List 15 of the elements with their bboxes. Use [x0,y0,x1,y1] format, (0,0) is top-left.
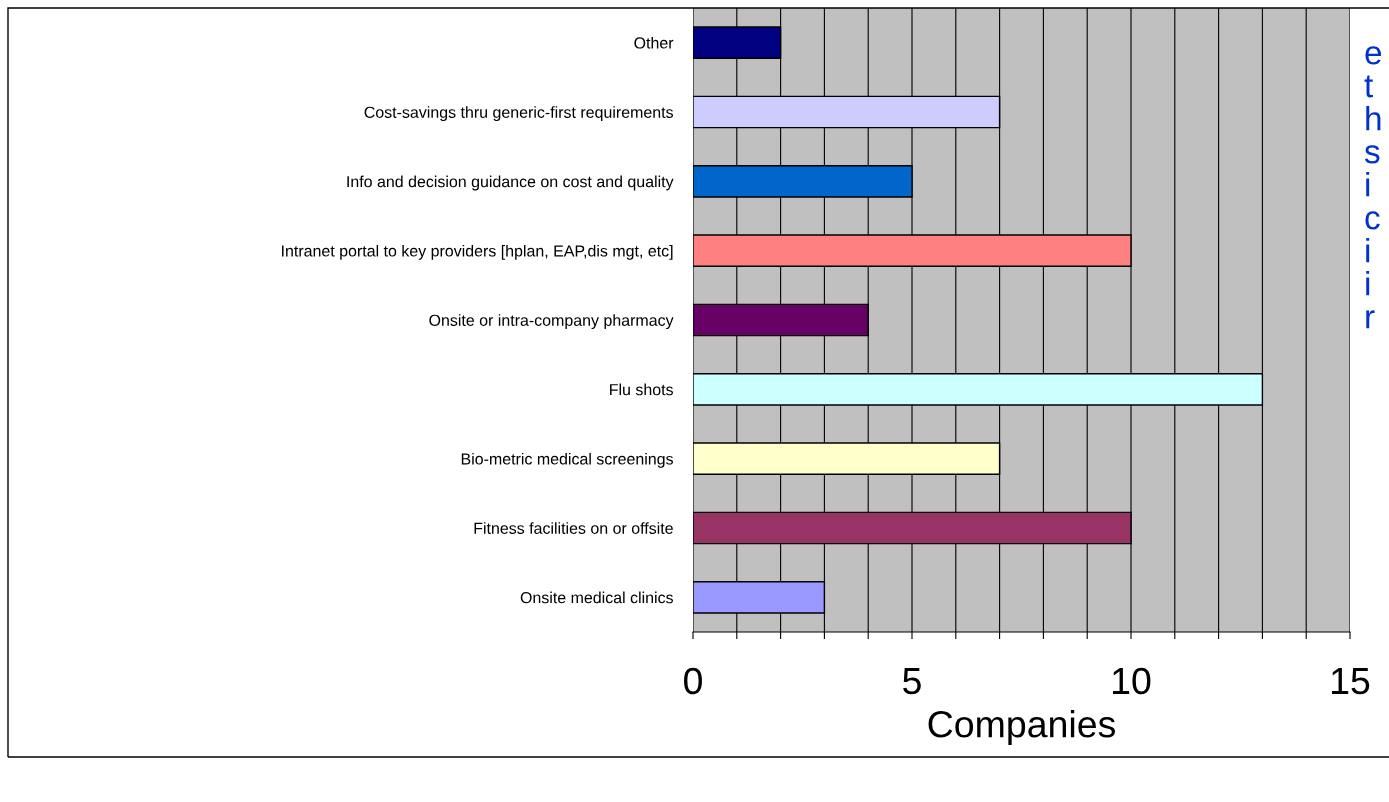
y-tick-label: Bio-metric medical screenings [461,452,673,468]
y-tick-label: Flu shots [610,383,673,396]
y-tick-label: Other [634,36,674,49]
y-tick-label: Info and decision guidance on cost and quality [347,175,674,191]
x-tick-label: 15 [1332,668,1370,695]
x-tick-label: 0 [684,667,702,695]
y-tick-label: Fitness facilities on or offsite [474,522,673,534]
y-tick-label: Onsite medical clinics [520,591,673,604]
y-tick-label: Onsite or intra-company pharmacy [429,314,674,330]
y-tick-label: Intranet portal to key providers [hplan, EAP,dis mgt, etc] [282,244,673,260]
x-axis-title: Companies [928,710,1115,745]
x-tick-label: 10 [1113,667,1151,695]
text: e t h s i c i i r [1364,46,1382,329]
x-tick-label: 5 [903,668,921,695]
y-tick-label: Cost-savings thru generic-first requirements [364,106,673,122]
